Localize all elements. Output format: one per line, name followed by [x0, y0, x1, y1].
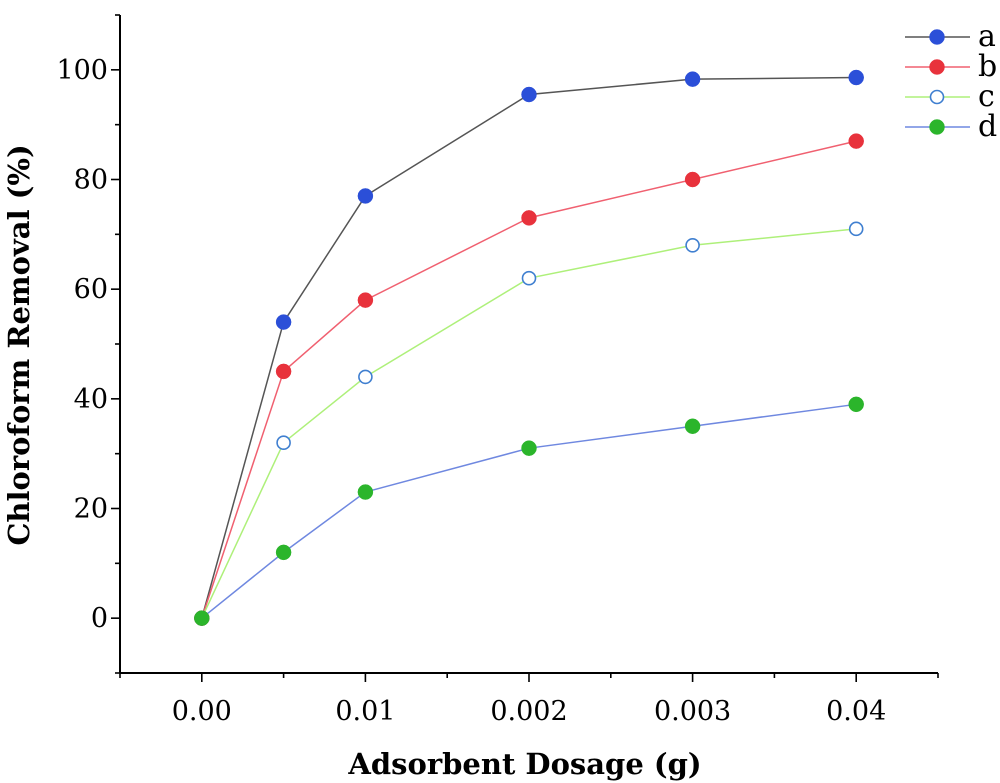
series-d [194, 396, 864, 626]
x-tick-label: 0.00 [172, 696, 232, 727]
x-tick-label: 0.002 [490, 696, 567, 727]
data-point-c [358, 369, 373, 385]
legend-item-c: c [905, 79, 995, 114]
data-point-a [357, 188, 374, 204]
data-point-c [848, 221, 864, 237]
data-point-a [684, 71, 701, 87]
data-point-d [357, 484, 374, 500]
legend-label: c [978, 79, 995, 114]
data-point-d [848, 396, 864, 413]
series-line-a [201, 76, 857, 619]
data-point-d [194, 610, 210, 626]
series-line-d [201, 403, 857, 619]
legend-label: d [978, 109, 997, 144]
data-point-b [357, 292, 374, 308]
data-point-c [521, 270, 537, 286]
x-tick-label: 0.04 [826, 696, 886, 727]
data-point-a [275, 314, 292, 330]
y-tick-label: 40 [74, 384, 108, 415]
legend-marker [929, 29, 945, 45]
series-b [194, 133, 864, 626]
y-tick-label: 100 [56, 55, 108, 86]
series-line-c [201, 228, 857, 619]
data-point-b [848, 133, 864, 149]
series-a [194, 69, 864, 626]
x-axis-title: Adsorbent Dosage (g) [347, 747, 701, 781]
series-layer [194, 69, 864, 626]
data-point-d [275, 544, 292, 561]
legend-label: a [978, 19, 996, 54]
data-point-a [521, 86, 537, 103]
legend-label: b [978, 49, 997, 84]
y-tick-label: 60 [74, 274, 108, 305]
data-point-c [276, 435, 291, 451]
x-tick-label: 0.01 [335, 696, 395, 727]
data-point-d [521, 440, 537, 456]
series-line-b [201, 140, 857, 619]
data-point-b [521, 210, 537, 226]
data-point-b [275, 363, 292, 380]
y-tick-label: 80 [74, 165, 108, 196]
y-tick-label: 0 [91, 603, 108, 634]
legend-marker [929, 59, 945, 75]
data-point-c [685, 238, 700, 253]
series-c [194, 221, 864, 626]
axes: 0 20 40 60 80 100 0.00 0.01 0.002 0.003 0.04 [56, 14, 939, 727]
legend-marker [929, 89, 945, 105]
data-point-b [684, 171, 701, 188]
y-tick-label: 20 [74, 494, 108, 525]
y-axis-title: Chloroform Removal (%) [2, 144, 36, 545]
legend-item-b: b [905, 49, 997, 84]
legend-item-d: d [905, 109, 997, 144]
data-point-d [684, 418, 701, 434]
legend-marker [929, 119, 945, 135]
data-point-a [848, 69, 864, 86]
legend-item-a: a [905, 19, 996, 54]
x-tick-label: 0.003 [654, 696, 731, 727]
